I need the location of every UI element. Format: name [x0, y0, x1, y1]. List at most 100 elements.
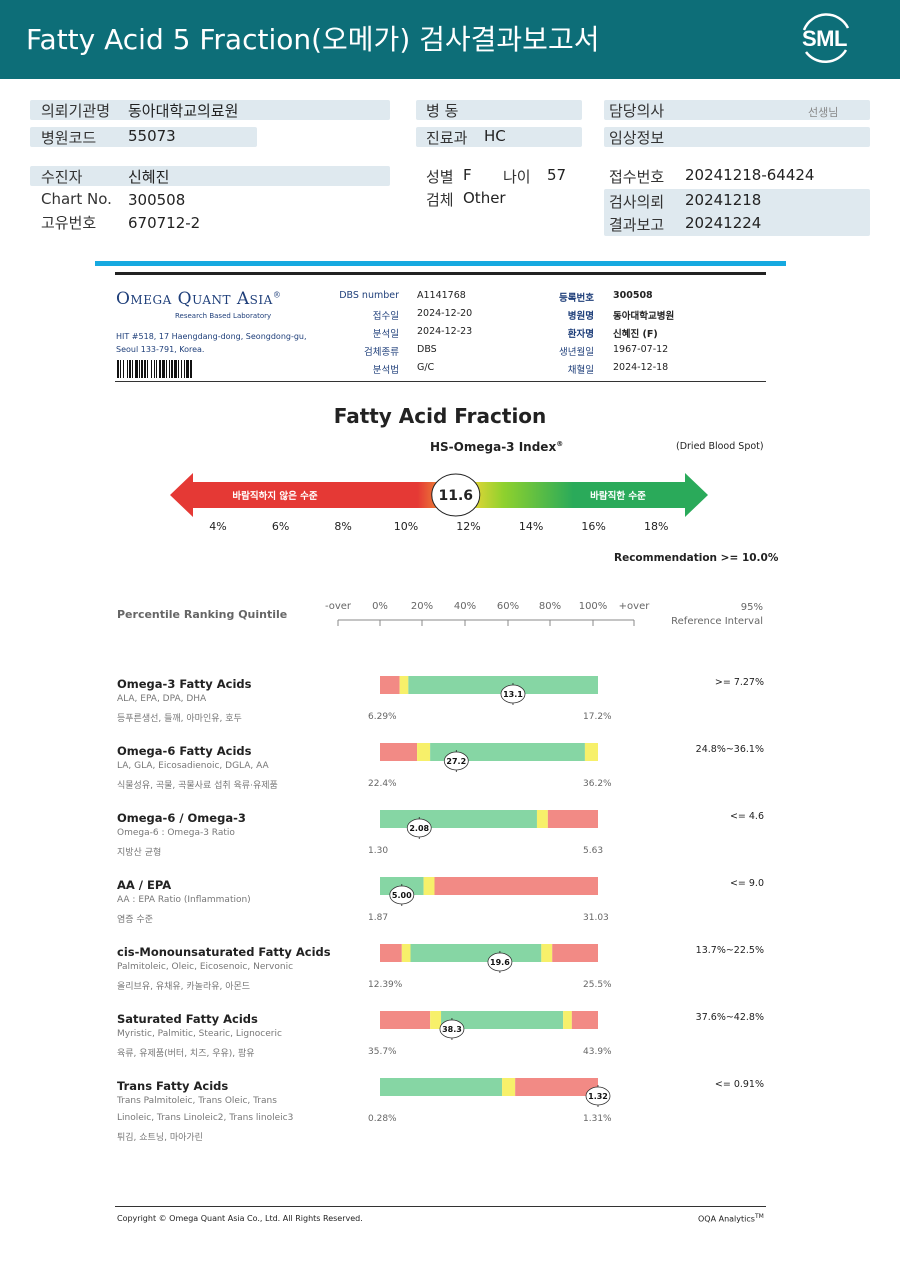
clinical-bar [604, 127, 870, 147]
quintile-range-bar: 38.3 [380, 1011, 598, 1040]
oqa-brand: OQA AnalyticsTM [698, 1213, 764, 1224]
doctor-label: 담당의사 [609, 102, 665, 120]
range-max-label: 25.5% [583, 980, 612, 990]
fatty-acid-components: Omega-6 : Omega-3 Ratio [117, 828, 235, 838]
unique-label: 고유번호 [41, 214, 97, 232]
range-max-label: 31.03 [583, 913, 609, 923]
reference-interval-value: 13.7%~22.5% [695, 945, 764, 956]
reference-interval-value: 24.8%~36.1% [695, 744, 764, 755]
range-segment-yellow [536, 810, 548, 828]
range-min-label: 12.39% [368, 980, 403, 990]
quintile-range-bar: 1.32 [380, 1078, 611, 1107]
patient-name-value: 신혜진 (F) [613, 329, 658, 340]
range-max-label: 36.2% [583, 779, 612, 789]
age-value: 57 [547, 166, 567, 184]
quintile-range-bar: 27.2 [380, 743, 598, 772]
omega3-index-scale: 바람직하지 않은 수준 바람직한 수준 11.6 [170, 473, 708, 517]
value-marker-text: 38.3 [442, 1025, 462, 1034]
patient-name-label: 환자명 [567, 329, 594, 340]
quintile-tick-label: 0% [372, 601, 388, 612]
quintile-tick-label: 100% [578, 601, 608, 612]
range-segment-red [380, 1011, 431, 1029]
range-segment-red [434, 877, 598, 895]
department-bar [416, 127, 582, 147]
fatty-acid-components: Palmitoleic, Oleic, Eicosenoic, Nervonic [117, 962, 294, 972]
index-tick-label: 18% [644, 520, 669, 533]
fatty-acid-food-sources: 육류, 유제품(버터, 치즈, 우유), 팜유 [117, 1049, 255, 1059]
fatty-acid-components-2: Linoleic, Trans Linoleic2, Trans linolei… [117, 1113, 294, 1123]
fatty-acid-name: AA / EPA [117, 878, 172, 892]
receipt-value: 20241218-64424 [685, 166, 815, 184]
report-top-rule [115, 272, 766, 275]
hospital-code-bar [30, 127, 257, 147]
specimen-type-value: DBS [417, 344, 437, 355]
hospital-code-label: 병원코드 [41, 129, 97, 147]
lab-address: HIT #518, 17 Haengdang-dong, Seongdong-g… [116, 332, 307, 354]
fatty-acid-food-sources: 지방산 균형 [117, 848, 162, 858]
institution-bar [30, 100, 390, 120]
ward-label: 병 동 [426, 102, 459, 120]
fatty-acid-food-sources: 식물성유, 곡물, 곡물사료 섭취 육류·유제품 [117, 781, 278, 791]
quintile-tick-label: 40% [453, 601, 477, 612]
received-value: 2024-12-20 [417, 308, 473, 319]
collected-label: 채혈일 [567, 365, 594, 376]
quintile-range-bar: 5.00 [380, 877, 598, 906]
quintile-axis [337, 619, 635, 626]
range-segment-green [410, 944, 542, 962]
reference-interval-value: <= 4.6 [729, 811, 764, 822]
specimen-type-label: 검체종류 [364, 347, 399, 358]
sml-logo: SML [796, 12, 854, 66]
hospital-code-value: 55073 [128, 127, 176, 145]
specimen-label: 검체 [426, 191, 454, 209]
barcode-icon [117, 360, 192, 378]
report-title: Fatty Acid 5 Fraction(오메가) 검사결과보고서 [26, 23, 600, 56]
value-marker-bubble [406, 818, 432, 838]
index-tick-label: 16% [581, 520, 606, 533]
range-min-label: 35.7% [368, 1047, 397, 1057]
clinical-label: 임상정보 [609, 129, 665, 147]
receipt-label: 접수번호 [609, 168, 665, 186]
fatty-acid-name: Omega-6 / Omega-3 [117, 811, 246, 825]
age-label: 나이 [503, 168, 531, 186]
value-marker-bubble [443, 751, 469, 771]
quintile-range-bar: 19.6 [380, 944, 598, 973]
range-min-label: 1.30 [368, 846, 389, 856]
meta-bottom-rule [115, 381, 766, 382]
dates-bar [604, 189, 870, 236]
range-segment-red [571, 1011, 598, 1029]
dob-value: 1967-07-12 [613, 344, 669, 355]
range-segment-green [408, 676, 598, 694]
range-segment-green [380, 810, 537, 828]
range-segment-red [515, 1078, 598, 1096]
range-max-label: 17.2% [583, 712, 612, 722]
index-tick-label: 10% [393, 520, 419, 533]
fatty-acid-name: Omega-3 Fatty Acids [117, 677, 252, 691]
index-value-marker: 11.6 [431, 473, 481, 517]
quintile-tick-label: 80% [538, 601, 562, 612]
recipient-value: 신혜진 [128, 168, 170, 186]
fatty-acid-name: Saturated Fatty Acids [117, 1012, 258, 1026]
recipient-bar [30, 166, 390, 186]
index-tick-label: 8% [334, 520, 352, 533]
range-max-label: 43.9% [583, 1047, 612, 1057]
range-segment-red [380, 676, 400, 694]
range-segment-yellow [417, 743, 431, 761]
range-segment-yellow [502, 1078, 516, 1096]
range-segment-green [430, 743, 585, 761]
footer-rule [115, 1206, 766, 1207]
value-marker-bubble [500, 684, 526, 704]
copyright-text: Copyright © Omega Quant Asia Co., Ltd. A… [117, 1214, 363, 1223]
chart-label: Chart No. [41, 190, 112, 208]
range-segment-yellow [423, 877, 435, 895]
fatty-acid-components: LA, GLA, Eicosadienoic, DGLA, AA [117, 761, 269, 771]
range-segment-red [547, 810, 598, 828]
hs-omega-index-title: HS-Omega-3 Index® [430, 440, 564, 454]
range-segment-red [380, 743, 418, 761]
analyzed-label: 분석일 [372, 329, 399, 340]
percentile-ranking-label: Percentile Ranking Quintile [117, 608, 288, 621]
value-marker-bubble [585, 1086, 611, 1106]
quintile-tick-label: 20% [410, 601, 434, 612]
department-label: 진료과 [426, 129, 468, 147]
value-marker-text: 2.08 [409, 824, 429, 833]
range-max-label: 5.63 [583, 846, 604, 856]
